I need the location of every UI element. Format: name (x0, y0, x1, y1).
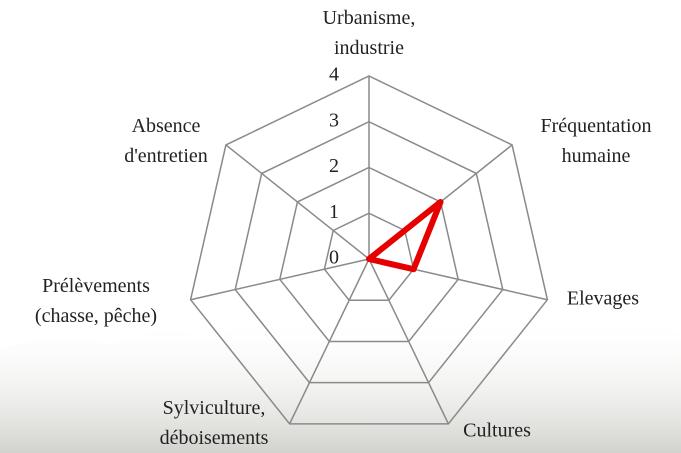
axis-spoke (288, 258, 370, 425)
axis-spoke (225, 144, 370, 260)
grid-ring (234, 120, 504, 384)
axis-spoke (190, 258, 370, 301)
grid-ring (278, 166, 460, 343)
axis-label: Cultures (463, 420, 531, 442)
axis-spoke (368, 258, 450, 425)
grid-ring (323, 212, 415, 301)
r-tick-label: 2 (329, 155, 339, 177)
series-line (366, 198, 444, 273)
r-tick-label: 1 (329, 201, 339, 223)
axis-label: Prélèvements (chasse, pêche) (35, 275, 157, 327)
r-tick-label: 0 (329, 247, 339, 269)
axis-label: Urbanisme, industrie (323, 7, 416, 59)
axis-label: Sylviculture, déboisements (160, 397, 269, 449)
grid-ring (189, 75, 549, 425)
axis-label: Absence d'entretien (124, 115, 208, 167)
axis-label: Fréquentation humaine (540, 115, 651, 167)
r-tick-label: 4 (329, 64, 339, 86)
r-tick-label: 3 (329, 109, 339, 131)
axis-label: Elevages (567, 288, 639, 310)
